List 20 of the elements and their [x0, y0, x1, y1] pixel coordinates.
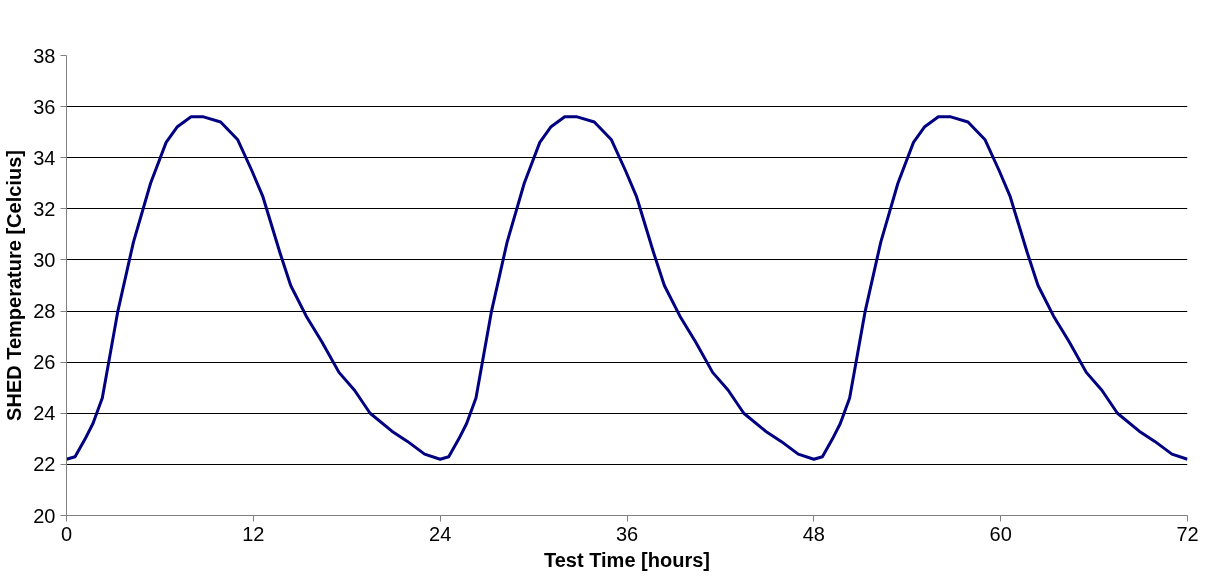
x-tick-label: 60 — [989, 522, 1012, 545]
y-tick-label: 24 — [33, 402, 56, 425]
x-tick-label: 0 — [60, 522, 73, 545]
y-tick-label: 22 — [33, 453, 56, 476]
x-axis-title: Test Time [hours] — [544, 548, 710, 571]
line-series — [66, 115, 1188, 461]
x-tick-label: 48 — [802, 522, 825, 545]
y-tick-label: 20 — [33, 504, 56, 527]
y-tick-label: 26 — [33, 351, 56, 374]
y-axis-title: SHED Temperature [Celcius] — [3, 150, 26, 421]
y-tick-label: 28 — [33, 300, 56, 323]
x-tick-label: 24 — [429, 522, 452, 545]
y-tick-label: 34 — [33, 146, 56, 169]
y-tick-label: 30 — [33, 248, 56, 271]
x-tick-label: 36 — [615, 522, 639, 545]
y-tick-label: 32 — [33, 197, 56, 220]
x-tick-label: 72 — [1176, 522, 1199, 545]
x-tick-label: 12 — [242, 522, 265, 545]
y-tick-label: 36 — [33, 95, 56, 118]
y-tick-label: 38 — [33, 44, 56, 67]
